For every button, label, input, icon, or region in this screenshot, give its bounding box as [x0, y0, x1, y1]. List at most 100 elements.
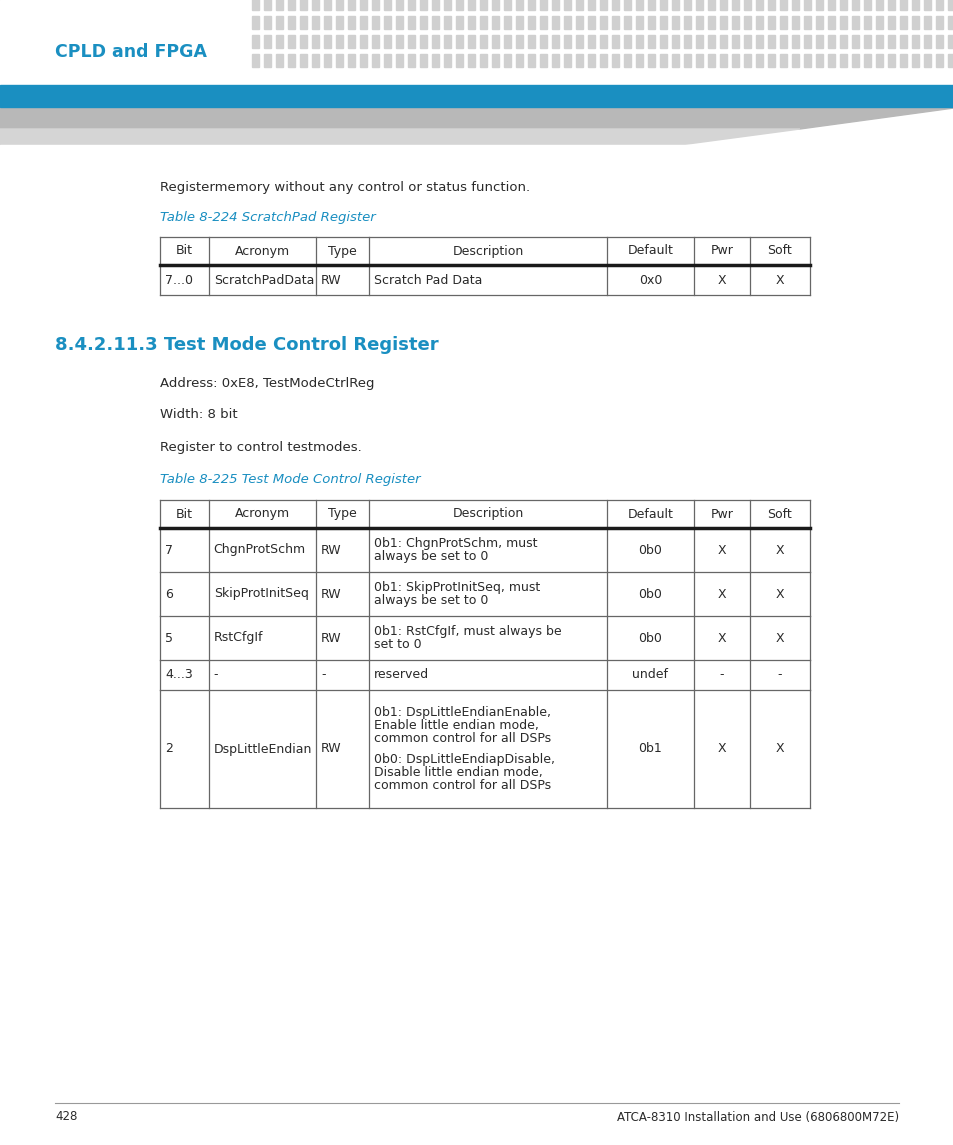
- Bar: [408, 54, 415, 68]
- Bar: [71, 54, 79, 68]
- Text: Bit: Bit: [175, 245, 193, 258]
- Text: Enable little endian mode,: Enable little endian mode,: [374, 719, 538, 732]
- Bar: [767, 35, 774, 48]
- Text: CPLD and FPGA: CPLD and FPGA: [55, 44, 207, 61]
- Bar: [84, 16, 91, 29]
- Text: RW: RW: [320, 632, 341, 645]
- Bar: [539, 54, 546, 68]
- Bar: [935, 35, 942, 48]
- Text: 8.4.2.11.3 Test Mode Control Register: 8.4.2.11.3 Test Mode Control Register: [55, 335, 438, 354]
- Bar: [815, 16, 822, 29]
- Bar: [132, 35, 139, 48]
- Bar: [599, 35, 606, 48]
- Bar: [815, 35, 822, 48]
- Bar: [0, 145, 953, 1145]
- Bar: [875, 16, 882, 29]
- Bar: [539, 35, 546, 48]
- Bar: [348, 35, 355, 48]
- Text: 4...3: 4...3: [165, 669, 193, 681]
- Bar: [803, 0, 810, 10]
- Bar: [204, 0, 211, 10]
- Bar: [576, 16, 582, 29]
- Bar: [899, 16, 906, 29]
- Bar: [612, 0, 618, 10]
- Bar: [419, 16, 427, 29]
- Bar: [707, 54, 714, 68]
- Bar: [96, 0, 103, 10]
- Bar: [419, 35, 427, 48]
- Bar: [60, 16, 67, 29]
- Bar: [312, 16, 318, 29]
- Bar: [36, 35, 43, 48]
- Bar: [479, 35, 486, 48]
- Bar: [108, 35, 115, 48]
- Bar: [324, 54, 331, 68]
- Bar: [803, 35, 810, 48]
- Text: Pwr: Pwr: [710, 507, 733, 521]
- Text: RW: RW: [320, 544, 341, 556]
- Bar: [659, 35, 666, 48]
- Bar: [887, 35, 894, 48]
- Bar: [479, 54, 486, 68]
- Bar: [12, 35, 19, 48]
- Bar: [720, 16, 726, 29]
- Bar: [275, 16, 283, 29]
- Bar: [815, 0, 822, 10]
- Bar: [240, 35, 247, 48]
- Bar: [432, 35, 438, 48]
- Bar: [647, 54, 655, 68]
- Bar: [395, 35, 402, 48]
- Bar: [647, 35, 655, 48]
- Text: Bit: Bit: [175, 507, 193, 521]
- Bar: [911, 0, 918, 10]
- Text: Soft: Soft: [766, 507, 791, 521]
- Bar: [527, 35, 535, 48]
- Bar: [324, 0, 331, 10]
- Bar: [743, 54, 750, 68]
- Text: X: X: [775, 274, 783, 286]
- Bar: [71, 35, 79, 48]
- Bar: [923, 0, 930, 10]
- Bar: [12, 0, 19, 10]
- Bar: [707, 35, 714, 48]
- Bar: [875, 35, 882, 48]
- Bar: [636, 0, 642, 10]
- Bar: [563, 54, 571, 68]
- Bar: [755, 16, 762, 29]
- Bar: [623, 35, 630, 48]
- Bar: [312, 0, 318, 10]
- Text: reserved: reserved: [374, 669, 429, 681]
- Bar: [720, 35, 726, 48]
- Text: 0b1: SkipProtInitSeq, must: 0b1: SkipProtInitSeq, must: [374, 581, 540, 594]
- Bar: [840, 16, 846, 29]
- Bar: [552, 0, 558, 10]
- Bar: [359, 0, 367, 10]
- Bar: [587, 35, 595, 48]
- Text: always be set to 0: always be set to 0: [374, 594, 488, 607]
- Bar: [696, 0, 702, 10]
- Bar: [395, 54, 402, 68]
- Bar: [935, 0, 942, 10]
- Bar: [204, 54, 211, 68]
- Text: Table 8-225 Test Mode Control Register: Table 8-225 Test Mode Control Register: [160, 474, 420, 487]
- Text: RW: RW: [320, 742, 341, 756]
- Bar: [623, 54, 630, 68]
- Bar: [492, 16, 498, 29]
- Bar: [576, 0, 582, 10]
- Bar: [576, 54, 582, 68]
- Bar: [503, 0, 511, 10]
- Bar: [0, 35, 7, 48]
- Bar: [587, 16, 595, 29]
- Bar: [707, 16, 714, 29]
- Bar: [947, 54, 953, 68]
- Bar: [623, 16, 630, 29]
- Bar: [192, 54, 199, 68]
- Text: RstCfgIf: RstCfgIf: [213, 632, 263, 645]
- Bar: [160, 237, 809, 264]
- Bar: [312, 54, 318, 68]
- Bar: [240, 54, 247, 68]
- Bar: [132, 54, 139, 68]
- Bar: [840, 54, 846, 68]
- Bar: [48, 35, 55, 48]
- Bar: [923, 16, 930, 29]
